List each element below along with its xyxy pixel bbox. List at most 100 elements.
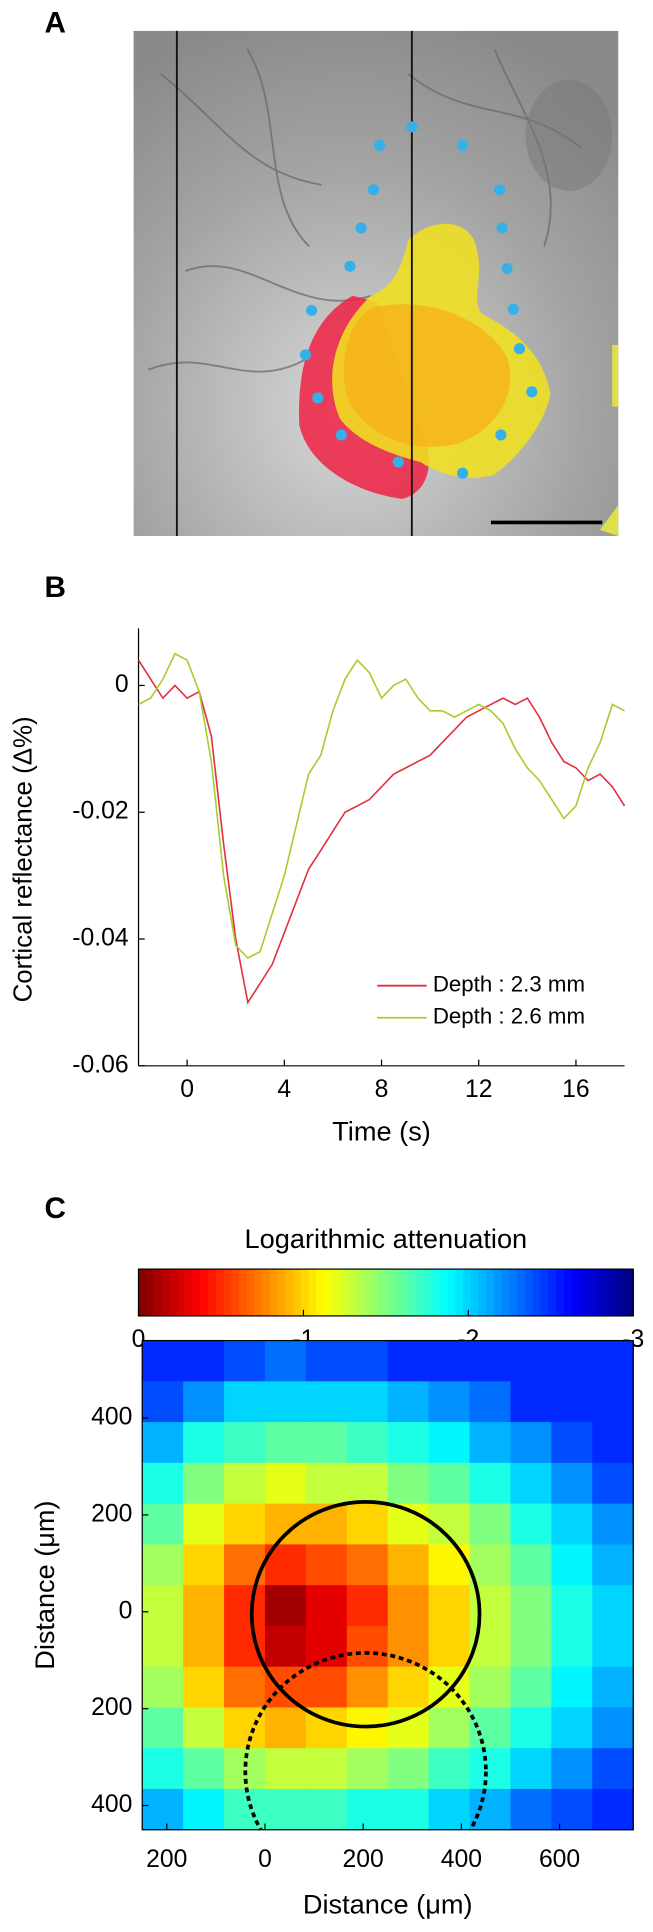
plot-frame (141, 1339, 634, 1831)
colorbar-cell (269, 1269, 279, 1316)
y-tick-label: 400 (91, 1791, 132, 1818)
x-axis-label: Distance (μm) (303, 1888, 473, 1919)
heatmap-cell (428, 1788, 471, 1831)
colorbar-cell (300, 1269, 310, 1316)
heatmap-cell (469, 1788, 512, 1831)
heatmap-cell (224, 1422, 266, 1464)
heatmap-cell (387, 1707, 430, 1749)
heatmap-cell (592, 1788, 634, 1831)
heatmap-cell (592, 1666, 634, 1709)
heatmap-cell (469, 1340, 512, 1382)
colorbar-cell (532, 1269, 542, 1316)
colorbar-cell (463, 1269, 472, 1316)
colorbar-cell (331, 1269, 341, 1316)
heatmap-cell (592, 1462, 634, 1505)
heatmap-cell (224, 1462, 266, 1505)
heatmap-cell (387, 1788, 430, 1831)
heatmap-cell (510, 1462, 552, 1505)
heatmap-cell (428, 1462, 471, 1505)
colorbar-cell (184, 1269, 194, 1316)
colorbar-cell (362, 1269, 372, 1316)
colorbar-cell (610, 1269, 619, 1316)
heatmap-cell (305, 1585, 348, 1627)
colorbar-cell (447, 1269, 457, 1316)
colorbar-cell (393, 1269, 403, 1316)
heatmap-cell (510, 1422, 552, 1464)
x-axis-label: Time (s) (332, 1116, 431, 1147)
x-tick-label: 8 (375, 1076, 389, 1103)
heatmap-cell (346, 1666, 389, 1709)
heatmap-cell (264, 1340, 307, 1382)
heatmap-cell (224, 1381, 266, 1423)
legend-label: Depth : 2.6 mm (433, 1004, 585, 1029)
colorbar-cell (161, 1269, 171, 1316)
heatmap-cell (305, 1788, 348, 1831)
colorbar-cell (308, 1269, 318, 1316)
colorbar-cell (470, 1269, 480, 1316)
heatmap-cell (346, 1585, 389, 1627)
heatmap-cell (142, 1381, 184, 1423)
legend-label: Depth : 2.3 mm (433, 972, 585, 997)
region-outline (249, 1500, 482, 1729)
panel-label: B (45, 571, 66, 604)
heatmap-cell (142, 1707, 184, 1749)
heatmap-cell (592, 1340, 634, 1382)
heatmap-cell (551, 1381, 593, 1423)
heatmap-cell (224, 1544, 266, 1586)
colorbar-cell (586, 1269, 596, 1316)
heatmap-cell (387, 1340, 430, 1382)
colorbar-cell (208, 1269, 217, 1316)
heatmap-cell (469, 1666, 512, 1709)
heatmap-cell (264, 1625, 307, 1668)
y-tick-label: 200 (91, 1694, 132, 1721)
photo (133, 30, 619, 536)
heatmap-cell (264, 1585, 307, 1627)
colorbar-cell (215, 1269, 225, 1316)
heatmap-cell (264, 1788, 307, 1831)
heatmap-cell (142, 1462, 184, 1505)
colorbar-cell (594, 1269, 604, 1316)
colorbar-cell (169, 1269, 178, 1316)
heatmap-cell (469, 1422, 512, 1464)
colorbar-frame (137, 1268, 634, 1317)
heatmap-cell (142, 1666, 184, 1709)
heatmap-cell (183, 1666, 225, 1709)
y-tick-label: -0.06 (72, 1051, 128, 1078)
heatmap-cell (592, 1544, 634, 1586)
heatmap-cell (510, 1544, 552, 1586)
heatmap-cell (264, 1666, 307, 1709)
heatmap-cell (551, 1707, 593, 1749)
heatmap-cell (592, 1707, 634, 1749)
y-tick-label: -0.02 (72, 798, 128, 825)
heatmap-cell (142, 1788, 184, 1831)
heatmap-cell (183, 1381, 225, 1423)
x-tick-label: 600 (539, 1846, 580, 1873)
colorbar-cell (200, 1269, 209, 1316)
heatmap-cell (510, 1748, 552, 1790)
colorbar-cell (579, 1269, 588, 1316)
colorbar-title: Logarithmic attenuation (245, 1223, 528, 1254)
colorbar-cell (385, 1269, 395, 1316)
colorbar-cell (246, 1269, 256, 1316)
heatmap-cell (387, 1462, 430, 1505)
colorbar-cell (555, 1269, 565, 1316)
heatmap-cell (510, 1788, 552, 1831)
heatmap-cell (510, 1666, 552, 1709)
heatmap-cell (469, 1707, 512, 1749)
x-tick-label: 12 (465, 1076, 493, 1103)
colorbar-cell (223, 1269, 233, 1316)
colorbar-cell (602, 1269, 611, 1316)
colorbar-cell (153, 1269, 163, 1316)
heatmap-cell (387, 1666, 430, 1709)
colorbar-cell (524, 1269, 534, 1316)
heatmap-cell (551, 1748, 593, 1790)
colorbar-cell (401, 1269, 410, 1316)
colorbar-cell (378, 1269, 387, 1316)
colorbar-cell (548, 1269, 557, 1316)
colorbar-cell (347, 1269, 356, 1316)
heatmap-cell (183, 1585, 225, 1627)
heatmap-cell (305, 1381, 348, 1423)
heatmap-cell (428, 1544, 471, 1586)
colorbar-cell (439, 1269, 449, 1316)
y-tick-label: -0.04 (72, 925, 128, 952)
